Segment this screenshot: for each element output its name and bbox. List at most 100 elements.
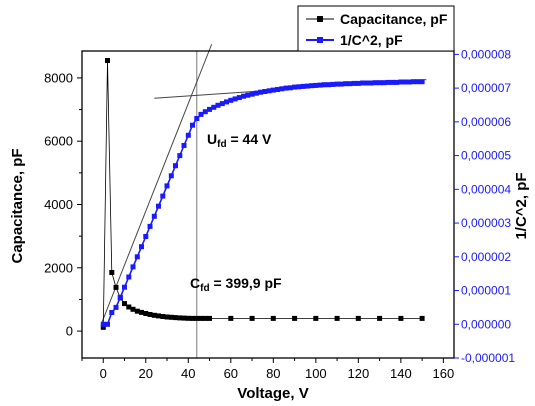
series-0-point xyxy=(202,315,208,321)
y-left-tick-label: 2000 xyxy=(44,260,73,275)
series-1-point xyxy=(100,321,106,327)
series-0-point xyxy=(160,314,166,319)
series-0-point xyxy=(156,313,161,319)
legend-label-inverse-square: 1/C^2, pF xyxy=(340,32,403,48)
series-0-point xyxy=(151,312,157,318)
y-right-tick-label: 0,000003 xyxy=(461,216,511,230)
axes-group: 0 20 40 60 80 100 120 140 160 02000400060008000 … xyxy=(44,47,515,381)
series-1-point xyxy=(185,132,191,138)
legend-label-capacitance: Capacitance, pF xyxy=(340,11,448,27)
series-1-point xyxy=(113,304,119,310)
series-1-point xyxy=(105,321,110,327)
annotation-cfd-sub: fd xyxy=(200,283,209,294)
series-1-point xyxy=(292,84,298,90)
series-1-point xyxy=(368,80,374,86)
series-0-point xyxy=(177,315,183,321)
series-0-point xyxy=(100,324,106,330)
series-1-point xyxy=(266,88,272,94)
series-1-point xyxy=(207,106,212,112)
series-0-point xyxy=(139,309,144,315)
series-group xyxy=(100,58,425,330)
series-1-point xyxy=(109,310,115,315)
series-1-point xyxy=(313,82,319,88)
series-0-point xyxy=(164,314,170,320)
series-1-point xyxy=(330,81,336,87)
y-right-tick-label: -0,000001 xyxy=(461,351,515,365)
series-1-point xyxy=(156,203,161,209)
series-0-point xyxy=(147,312,153,317)
x-axis-title: Voltage, V xyxy=(237,385,308,402)
series-0-point xyxy=(134,308,140,314)
annotation-ufd: Ufd = 44 V xyxy=(207,131,272,150)
series-1-point xyxy=(232,96,238,102)
series-0-point xyxy=(355,315,361,321)
y-right-ticks: -0,000001 0,000000 0,000001 0,000002 0,00000… xyxy=(454,47,515,365)
series-0-point xyxy=(113,284,119,290)
x-tick-label: 80 xyxy=(266,366,280,381)
series-0-point xyxy=(228,315,234,321)
series-1-point xyxy=(194,116,200,121)
series-1-point xyxy=(385,79,391,85)
series-1-point xyxy=(304,83,310,89)
series-1-point xyxy=(343,81,349,87)
y-right-axis-title: 1/C^2, pF xyxy=(513,172,530,239)
series-1-point xyxy=(389,79,395,85)
series-1-point xyxy=(317,82,323,88)
annotation-ufd-main: U xyxy=(207,131,217,147)
y-right-tick-label: 0,000001 xyxy=(461,284,511,298)
annotation-ufd-sub: fd xyxy=(217,139,226,150)
x-tick-label: 160 xyxy=(433,366,455,381)
series-1-point xyxy=(219,101,225,107)
series-1-point xyxy=(215,102,221,108)
series-1-point xyxy=(202,109,208,115)
series-1-point xyxy=(190,122,195,128)
legend-box xyxy=(297,5,455,52)
annotation-cfd: Cfd = 399,9 pF xyxy=(190,275,282,294)
series-0-point xyxy=(185,315,191,321)
series-0-point xyxy=(198,315,204,321)
y-right-tick-label: 0,000005 xyxy=(461,149,511,163)
series-1-point xyxy=(398,79,404,85)
series-1-point xyxy=(351,80,357,86)
annotations: Ufd = 44 V Cfd = 399,9 pF xyxy=(190,131,282,294)
series-0-point xyxy=(194,315,200,321)
annotation-cfd-main: C xyxy=(190,275,200,291)
y-right-tick-label: 0,000002 xyxy=(461,250,511,264)
x-tick-label: 40 xyxy=(181,366,195,381)
series-1-point xyxy=(173,163,178,169)
series-0-point xyxy=(109,270,115,275)
series-1-point xyxy=(126,274,132,280)
legend: Capacitance, pF 1/C^2, pF xyxy=(297,5,455,52)
x-tick-label: 120 xyxy=(347,366,369,381)
series-1-point xyxy=(406,79,412,85)
series-1-point xyxy=(130,264,136,270)
series-1-point xyxy=(321,82,327,88)
series-1-point xyxy=(394,79,400,85)
x-tick-label: 20 xyxy=(139,366,153,381)
series-1-point xyxy=(139,244,144,250)
series-1-point xyxy=(334,81,340,87)
y-left-ticks: 0 2000 4000 6000 8000 xyxy=(44,70,82,339)
series-1-point xyxy=(326,82,332,88)
series-0-point xyxy=(122,301,127,307)
series-1-point xyxy=(411,79,417,85)
y-left-axis-title: Capacitance, pF xyxy=(9,148,26,263)
series-0-point xyxy=(126,304,132,310)
series-1-point xyxy=(245,92,251,98)
series-1-point xyxy=(177,153,183,159)
series-1-point xyxy=(241,93,247,99)
series-0-point xyxy=(313,315,319,321)
fit-line-rising xyxy=(100,44,213,325)
series-1-point xyxy=(164,183,170,189)
series-0-point xyxy=(377,315,383,321)
series-0-point xyxy=(190,315,195,321)
series-0-point xyxy=(292,315,298,321)
series-1-point xyxy=(236,95,242,101)
y-left-tick-label: 6000 xyxy=(44,134,73,149)
y-left-tick-label: 8000 xyxy=(44,70,73,85)
series-1-point xyxy=(181,143,187,148)
y-right-tick-label: 0,000007 xyxy=(461,81,511,95)
series-1-point xyxy=(347,81,353,87)
x-tick-label: 140 xyxy=(390,366,412,381)
series-0-point xyxy=(207,315,212,321)
